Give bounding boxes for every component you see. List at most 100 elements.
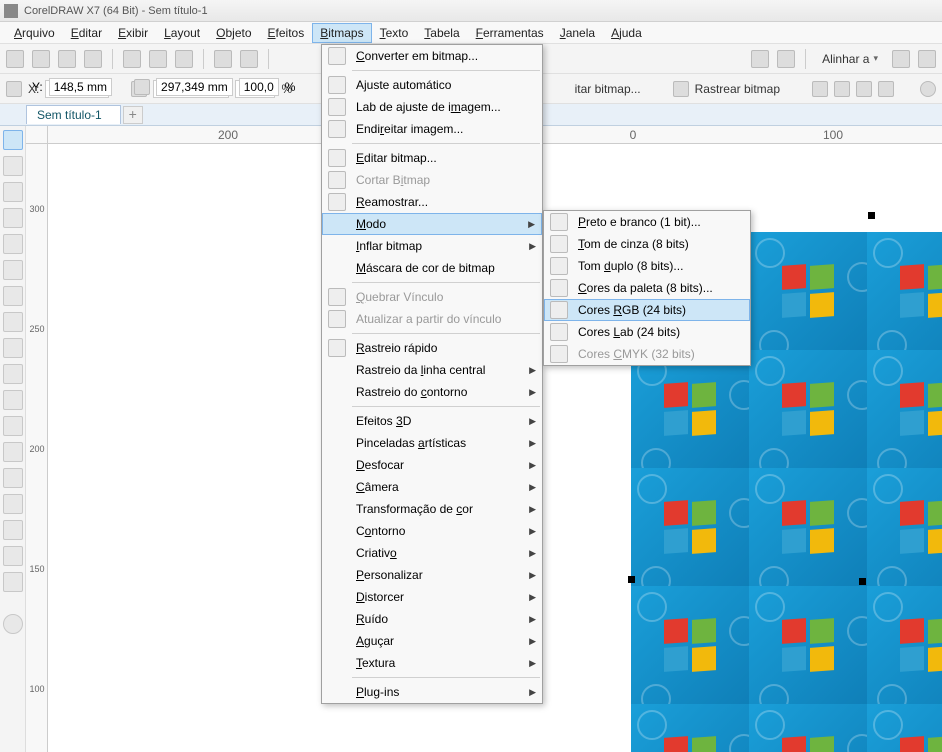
open-icon[interactable] [32,50,50,68]
menu-texto[interactable]: Texto [372,23,417,43]
menu-janela[interactable]: Janela [552,23,603,43]
undo-icon[interactable] [214,50,232,68]
tool-d-icon[interactable] [878,81,894,97]
transparency-tool[interactable] [3,572,23,592]
zoom-tool[interactable] [3,208,23,228]
bitmap-tile[interactable] [867,232,942,350]
menu-objeto[interactable]: Objeto [208,23,259,43]
paste-icon[interactable] [175,50,193,68]
y-value[interactable]: 148,5 mm [49,78,112,96]
snap-icon[interactable] [892,50,910,68]
align-dropdown[interactable]: Alinhar a [816,50,884,68]
menu-editar[interactable]: Editar [63,23,110,43]
effects-tool[interactable] [3,468,23,488]
modo-submenu-item[interactable]: Cores Lab (24 bits) [544,321,750,343]
print-icon[interactable] [84,50,102,68]
bitmap-tile[interactable] [749,468,867,586]
bitmap-tile[interactable] [631,350,749,468]
modo-submenu-item[interactable]: Cores RGB (24 bits) [544,299,750,321]
bitmap-tile[interactable] [867,350,942,468]
menu-arquivo[interactable]: Arquivo [6,23,63,43]
bitmaps-menu-item[interactable]: Pinceladas artísticas▶ [322,432,542,454]
trace-icon[interactable] [673,81,689,97]
bitmaps-menu-item[interactable]: Converter em bitmap... [322,45,542,67]
menu-layout[interactable]: Layout [156,23,208,43]
new-tab-button[interactable]: + [123,106,143,124]
add-icon[interactable] [920,81,936,97]
shape-tool[interactable] [3,156,23,176]
table-tool[interactable] [3,390,23,410]
artistic-tool[interactable] [3,260,23,280]
copy-icon[interactable] [149,50,167,68]
bitmap-tile[interactable] [749,586,867,704]
ruler-vertical[interactable]: 300250200150100 [26,144,48,752]
bitmap-tile[interactable] [749,704,867,752]
edit-bitmap-button[interactable]: itar bitmap... [575,82,641,96]
modo-submenu-item[interactable]: Tom de cinza (8 bits) [544,233,750,255]
tool-a-icon[interactable] [812,81,828,97]
bitmap-tile[interactable] [867,704,942,752]
h-value[interactable]: 297,349 mm [156,78,233,96]
bitmap-tile[interactable] [631,704,749,752]
options-icon[interactable] [751,50,769,68]
bitmaps-menu-item[interactable]: Aguçar▶ [322,630,542,652]
cut-icon[interactable] [123,50,141,68]
freehand-tool[interactable] [3,234,23,254]
tool-b-icon[interactable] [834,81,850,97]
rectangle-tool[interactable] [3,286,23,306]
bitmap-tile[interactable] [631,468,749,586]
eyedropper-tool[interactable] [3,494,23,514]
tool-c-icon[interactable] [856,81,872,97]
crop-tool[interactable] [3,182,23,202]
trace-bitmap-button[interactable]: Rastrear bitmap [695,82,780,96]
menu-ferramentas[interactable]: Ferramentas [468,23,552,43]
bitmaps-menu-item[interactable]: Plug-ins▶ [322,681,542,703]
dimension-tool[interactable] [3,416,23,436]
menu-bitmaps[interactable]: Bitmaps [312,23,371,43]
bitmaps-menu-item[interactable]: Lab de ajuste de imagem... [322,96,542,118]
quick-customize[interactable] [3,614,23,634]
redo-icon[interactable] [240,50,258,68]
bitmaps-menu-item[interactable]: Ruído▶ [322,608,542,630]
bitmaps-menu-item[interactable]: Editar bitmap... [322,147,542,169]
menu-exibir[interactable]: Exibir [110,23,156,43]
bitmaps-menu-item[interactable]: Textura▶ [322,652,542,674]
text-tool[interactable] [3,364,23,384]
bitmaps-menu-item[interactable]: Rastreio da linha central▶ [322,359,542,381]
bitmaps-menu-item[interactable]: Inflar bitmap▶ [322,235,542,257]
h-pct-value[interactable]: 100,0 [239,78,279,96]
bitmaps-menu-item[interactable]: Contorno▶ [322,520,542,542]
bitmap-tile[interactable] [867,468,942,586]
bitmaps-menu-item[interactable]: Transformação de cor▶ [322,498,542,520]
bitmaps-menu-item[interactable]: Desfocar▶ [322,454,542,476]
bitmaps-menu-item[interactable]: Câmera▶ [322,476,542,498]
guides-icon[interactable] [918,50,936,68]
menu-tabela[interactable]: Tabela [416,23,467,43]
bitmaps-menu-item[interactable]: Criativo▶ [322,542,542,564]
save-icon[interactable] [58,50,76,68]
pick-tool[interactable] [3,130,23,150]
selection-handle[interactable] [859,578,866,585]
ellipse-tool[interactable] [3,312,23,332]
bitmaps-menu-item[interactable]: Distorcer▶ [322,586,542,608]
bitmaps-menu-item[interactable]: Máscara de cor de bitmap [322,257,542,279]
bitmaps-menu-item[interactable]: Rastreio do contorno▶ [322,381,542,403]
bitmap-tile[interactable] [631,586,749,704]
selection-handle[interactable] [628,576,635,583]
bitmaps-menu-item[interactable]: Ajuste automático [322,74,542,96]
doc-tab[interactable]: Sem título-1 [26,105,121,124]
menu-efeitos[interactable]: Efeitos [260,23,313,43]
view-icon[interactable] [777,50,795,68]
bitmaps-menu-item[interactable]: Endireitar imagem... [322,118,542,140]
bitmaps-menu-item[interactable]: Modo▶ [322,213,542,235]
bitmap-tile[interactable] [749,232,867,350]
fill-tool[interactable] [3,520,23,540]
bitmaps-menu-item[interactable]: Efeitos 3D▶ [322,410,542,432]
bitmaps-menu-item[interactable]: Rastreio rápido [322,337,542,359]
modo-submenu-item[interactable]: Tom duplo (8 bits)... [544,255,750,277]
bitmap-tile[interactable] [867,586,942,704]
modo-submenu-item[interactable]: Cores da paleta (8 bits)... [544,277,750,299]
modo-submenu-item[interactable]: Preto e branco (1 bit)... [544,211,750,233]
outline-tool[interactable] [3,546,23,566]
bitmaps-menu-item[interactable]: Personalizar▶ [322,564,542,586]
